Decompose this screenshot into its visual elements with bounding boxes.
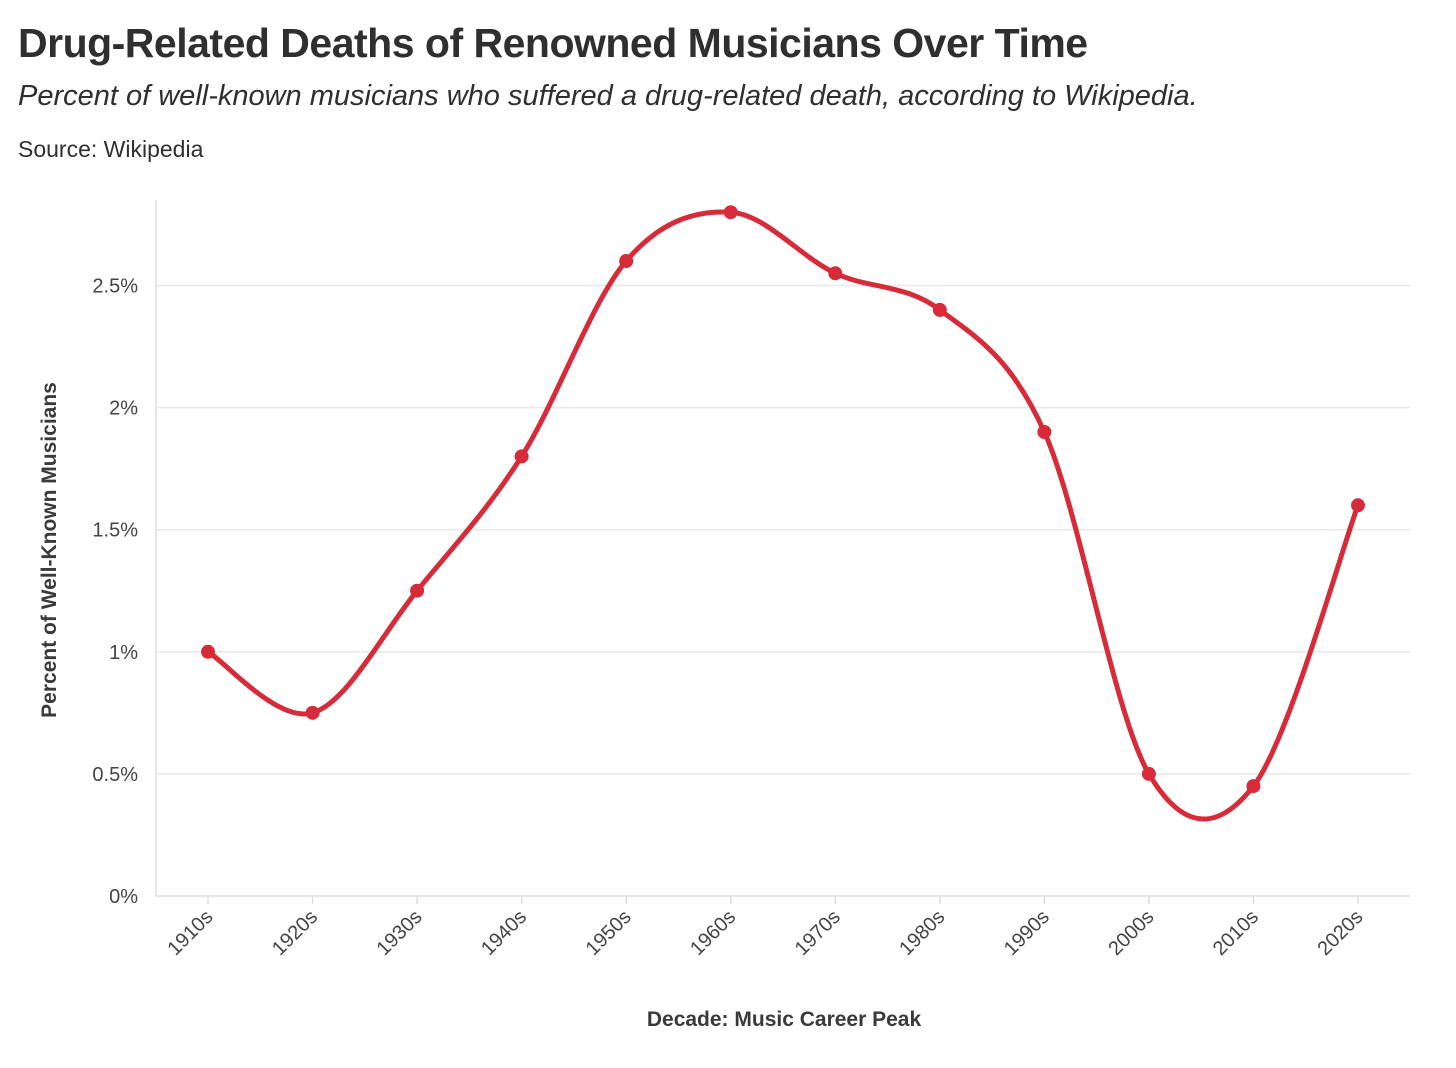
x-tick-label: 2000s [1104,906,1158,960]
data-point [1351,498,1365,513]
x-tick-label: 1960s [686,906,740,960]
data-point [932,302,947,317]
data-point [1246,779,1261,794]
y-axis-ticks: 0% 0.5% 1% 1.5% 2% 2.5% [92,275,138,908]
data-point [723,205,738,220]
chart-title: Drug-Related Deaths of Renowned Musician… [18,20,1088,66]
chart-source: Source: Wikipedia [18,136,204,162]
chart-subtitle: Percent of well-known musicians who suff… [18,80,1198,112]
data-point [619,254,634,269]
data-points [201,205,1365,794]
x-tick-label: 1950s [582,906,636,960]
x-tick-label: 2020s [1313,906,1367,960]
data-point [514,449,529,464]
x-tick-label: 1940s [477,906,531,960]
y-tick-label: 1% [109,642,138,664]
data-point [828,266,843,281]
series-line [205,209,1361,822]
x-tick-label: 1920s [268,906,322,960]
data-point [1037,425,1052,439]
gridlines [156,284,1410,775]
data-point [201,644,215,659]
y-tick-label: 1.5% [92,520,138,542]
y-tick-label: 2% [109,398,138,420]
y-tick-label: 0.5% [92,764,138,786]
x-tick-label: 2010s [1209,906,1263,960]
x-tick-label: 1930s [373,906,427,960]
data-point [1141,766,1156,781]
data-point [410,583,425,598]
x-tick-label: 1980s [895,906,949,960]
x-tick-label: 1970s [791,906,845,960]
x-tick-label: 1910s [163,906,217,960]
y-tick-label: 2.5% [92,275,138,297]
x-tick-label: 1990s [1000,906,1054,960]
data-point [305,705,320,720]
y-tick-label: 0% [109,886,138,908]
y-axis-title: Percent of Well-Known Musicians [38,382,61,718]
x-axis-ticks: 1910s 1920s 1930s 1940s 1950s 1960s 1970s 1980s… [163,896,1368,960]
x-axis-title: Decade: Music Career Peak [647,1008,922,1031]
